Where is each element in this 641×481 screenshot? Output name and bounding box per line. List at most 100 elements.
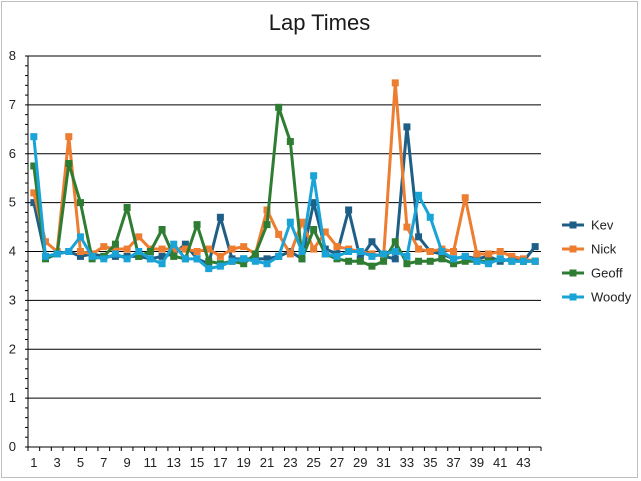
- data-point: [310, 172, 318, 180]
- data-point: [146, 255, 154, 263]
- data-point: [111, 240, 119, 248]
- y-tick-label: 0: [9, 439, 16, 454]
- x-tick-label: 7: [100, 455, 107, 470]
- data-point: [30, 133, 38, 141]
- x-tick-label: 25: [306, 455, 320, 470]
- data-point: [520, 257, 528, 265]
- data-point: [496, 248, 504, 255]
- x-tick-label: 13: [167, 455, 181, 470]
- data-point: [251, 257, 259, 265]
- data-point: [415, 257, 423, 265]
- data-point: [321, 250, 329, 258]
- data-point: [310, 199, 318, 207]
- data-point: [170, 252, 178, 260]
- data-point: [100, 243, 108, 251]
- legend-marker: [569, 221, 577, 229]
- data-point: [76, 248, 84, 255]
- data-point: [356, 257, 364, 265]
- x-tick-label: 21: [260, 455, 274, 470]
- x-tick-label: 41: [493, 455, 507, 470]
- x-tick-label: 43: [516, 455, 530, 470]
- data-point: [65, 133, 73, 141]
- data-point: [333, 252, 341, 260]
- data-point: [391, 255, 399, 263]
- x-tick-label: 15: [190, 455, 204, 470]
- legend-label: Woody: [591, 290, 632, 305]
- data-point: [158, 226, 166, 234]
- legend-marker: [569, 245, 577, 253]
- data-point: [216, 252, 224, 260]
- data-point: [240, 255, 248, 263]
- data-point: [508, 252, 516, 260]
- data-point: [310, 245, 318, 253]
- data-point: [426, 213, 434, 221]
- data-point: [286, 218, 294, 226]
- data-point: [76, 199, 84, 207]
- data-point: [508, 257, 516, 265]
- x-tick-label: 27: [330, 455, 344, 470]
- data-point: [275, 103, 283, 111]
- data-point: [251, 250, 259, 258]
- x-tick-label: 33: [400, 455, 414, 470]
- data-point: [380, 250, 388, 258]
- data-point: [76, 233, 84, 241]
- legend-label: Nick: [591, 242, 617, 257]
- x-tick-label: 37: [446, 455, 460, 470]
- data-point: [450, 255, 458, 263]
- data-point: [181, 240, 189, 248]
- data-point: [111, 245, 119, 253]
- data-point: [368, 238, 376, 246]
- data-point: [403, 260, 411, 268]
- data-point: [158, 252, 166, 260]
- x-tick-label: 23: [283, 455, 297, 470]
- data-point: [181, 255, 189, 263]
- data-point: [286, 138, 294, 146]
- data-point: [205, 257, 213, 265]
- y-tick-label: 2: [9, 341, 16, 356]
- legend-item: Kev: [562, 218, 614, 233]
- data-point: [403, 252, 411, 260]
- data-point: [123, 255, 131, 263]
- data-point: [146, 248, 154, 255]
- data-point: [415, 191, 423, 199]
- data-point: [216, 262, 224, 270]
- data-point: [473, 250, 481, 258]
- y-tick-label: 1: [9, 390, 16, 405]
- data-point: [65, 248, 73, 255]
- data-point: [345, 248, 353, 255]
- data-point: [240, 243, 248, 251]
- x-tick-label: 39: [470, 455, 484, 470]
- data-point: [438, 255, 446, 263]
- data-point: [65, 160, 73, 168]
- x-tick-label: 17: [213, 455, 227, 470]
- data-point: [41, 252, 49, 260]
- data-point: [30, 162, 38, 170]
- data-point: [461, 252, 469, 260]
- data-point: [158, 260, 166, 268]
- y-tick-label: 6: [9, 146, 16, 161]
- data-point: [461, 257, 469, 265]
- data-point: [100, 255, 108, 263]
- data-point: [345, 206, 353, 214]
- legend: Kev Nick Geoff Woody: [562, 218, 632, 305]
- series-woody: [30, 133, 539, 273]
- data-point: [228, 245, 236, 253]
- data-point: [438, 248, 446, 255]
- data-point: [123, 245, 131, 253]
- data-point: [275, 230, 283, 238]
- data-point: [123, 204, 131, 212]
- data-point: [135, 233, 143, 241]
- y-tick-label: 8: [9, 48, 16, 63]
- legend-marker: [569, 269, 577, 277]
- data-point: [228, 257, 236, 265]
- data-point: [135, 248, 143, 255]
- data-point: [403, 223, 411, 231]
- data-point: [158, 245, 166, 253]
- data-point: [368, 252, 376, 260]
- x-tick-label: 11: [144, 455, 158, 470]
- data-point: [88, 252, 96, 260]
- data-point: [426, 257, 434, 265]
- x-tick-label: 35: [423, 455, 437, 470]
- x-tick-label: 1: [30, 455, 37, 470]
